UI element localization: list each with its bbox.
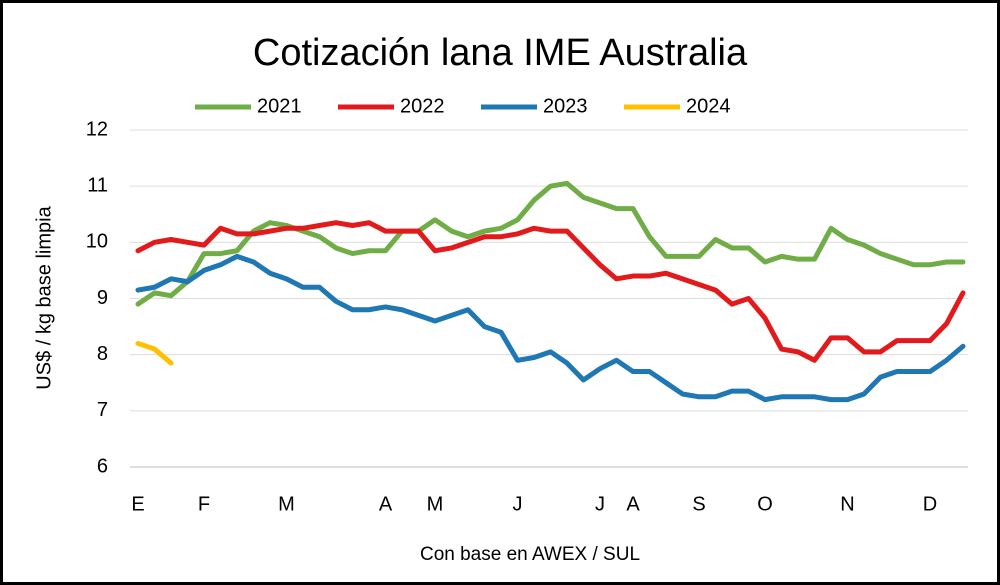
- legend-label: 2024: [686, 95, 731, 117]
- x-tick-label: S: [692, 493, 705, 515]
- legend-label: 2022: [400, 95, 445, 117]
- chart-title: Cotización lana IME Australia: [253, 32, 748, 74]
- x-tick-label: A: [379, 493, 393, 515]
- y-tick-label: 6: [97, 455, 108, 477]
- x-tick-label: A: [626, 493, 640, 515]
- series-line: [135, 340, 174, 366]
- x-tick-label: M: [427, 493, 444, 515]
- x-tick-label: F: [198, 493, 210, 515]
- x-tick-label: E: [131, 493, 144, 515]
- series-line: [135, 180, 966, 307]
- y-tick-label: 12: [86, 118, 108, 140]
- series-line: [135, 220, 966, 363]
- y-tick-label: 9: [97, 287, 108, 309]
- y-tick-label: 11: [87, 174, 108, 196]
- x-tick-label: J: [595, 493, 605, 515]
- legend-label: 2021: [257, 95, 302, 117]
- y-tick-label: 10: [86, 231, 108, 253]
- x-tick-label: M: [278, 493, 295, 515]
- y-axis-label: US$ / kg base limpia: [33, 205, 55, 389]
- x-tick-label: O: [757, 493, 773, 515]
- x-tick-label: J: [513, 493, 523, 515]
- y-tick-label: 8: [97, 343, 108, 365]
- x-tick-label: N: [840, 493, 854, 515]
- legend-label: 2023: [543, 95, 588, 117]
- series-line: [135, 253, 966, 403]
- y-tick-label: 7: [97, 399, 108, 421]
- x-tick-label: D: [923, 493, 937, 515]
- x-axis-label: Con base en AWEX / SUL: [420, 544, 640, 565]
